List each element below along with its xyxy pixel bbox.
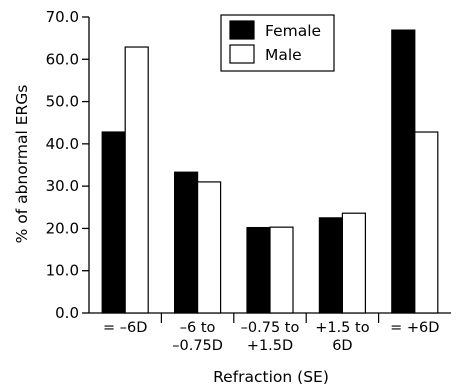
legend-swatch-female — [229, 20, 255, 40]
y-axis-title: % of abnormal ERGs — [13, 85, 31, 244]
x-tick-label: +1.5D — [247, 338, 293, 354]
bar-female — [101, 131, 126, 314]
legend: Female Male — [220, 14, 335, 72]
x-tick-label: –6 to — [180, 320, 216, 336]
y-tick-label: 40.0 — [46, 135, 79, 153]
bar-female — [391, 29, 416, 314]
legend-swatch-male — [229, 44, 255, 64]
legend-label-male: Male — [265, 46, 302, 64]
y-tick-label: 20.0 — [46, 219, 79, 237]
x-tick-label: = +6D — [390, 320, 439, 336]
x-tick-label: –0.75D — [172, 338, 223, 354]
x-tick-label: –0.75 to — [241, 320, 300, 336]
bar-male — [414, 131, 439, 314]
bar-male — [197, 181, 222, 314]
bar-male — [124, 46, 149, 314]
x-axis-title: Refraction (SE) — [213, 368, 329, 386]
y-tick-label: 60.0 — [46, 50, 79, 68]
bar-female — [318, 217, 343, 314]
y-tick-label: 50.0 — [46, 93, 79, 111]
x-tick-label: +1.5 to — [315, 320, 370, 336]
bar-female — [174, 171, 199, 314]
x-tick-label: = –6D — [103, 320, 147, 336]
y-tick-label: 70.0 — [46, 8, 79, 26]
bar-male — [341, 212, 366, 314]
y-axis: 0.0 10.0 20.0 30.0 40.0 50.0 60.0 70.0 — [46, 8, 90, 322]
y-tick-label: 0.0 — [55, 304, 79, 322]
y-tick-label: 30.0 — [46, 177, 79, 195]
y-tick-label: 10.0 — [46, 262, 79, 280]
bars — [101, 29, 439, 314]
x-tick-label: 6D — [332, 338, 352, 354]
legend-label-female: Female — [265, 22, 321, 40]
x-axis: = –6D –6 to –0.75D –0.75 to +1.5D +1.5 to 6D = … — [89, 312, 451, 354]
bar-male — [269, 226, 294, 314]
bar-female — [246, 226, 271, 314]
